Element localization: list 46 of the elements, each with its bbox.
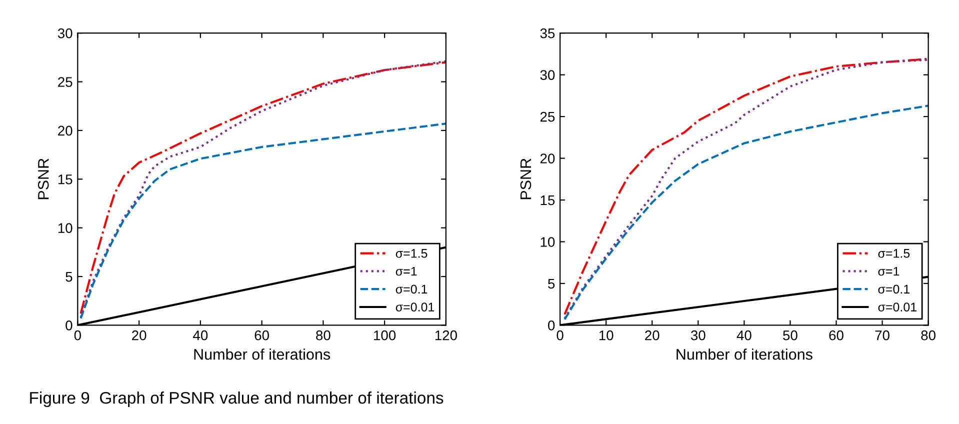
y-tick-label: 20 [540, 154, 555, 164]
legend-label: σ=1.5 [878, 249, 910, 258]
y-tick-label: 15 [58, 174, 72, 184]
legend-label: σ=0.1 [878, 284, 910, 294]
caption: Figure 9 Graph of PSNR value and number of iterations [30, 392, 444, 408]
x-tick-label: 80 [316, 330, 330, 340]
y-tick-label: 10 [540, 237, 555, 247]
x-tick-label: 20 [645, 330, 660, 340]
x-tick-label: 120 [435, 330, 457, 340]
y-tick-label: 30 [58, 28, 72, 38]
x-tick-label: 0 [74, 330, 81, 340]
x-tick-label: 100 [374, 330, 396, 340]
x-tick-label: 70 [875, 330, 890, 340]
line-series [564, 104, 928, 320]
x-tick-label: 20 [132, 330, 146, 340]
line-series [80, 122, 446, 320]
y-tick-label: 5 [66, 272, 72, 282]
y-tick-label: 5 [548, 278, 555, 289]
y-axis-title: PSNR [38, 158, 49, 200]
y-tick-label: 0 [548, 320, 555, 330]
y-tick-label: 25 [58, 77, 72, 87]
x-tick-label: 80 [921, 330, 936, 340]
y-tick-label: 15 [540, 195, 555, 206]
x-tick-label: 60 [254, 330, 269, 340]
x-tick-label: 60 [829, 330, 844, 340]
x-tick-label: 30 [690, 330, 706, 340]
legend-label: σ=0.01 [396, 302, 434, 312]
y-tick-label: 25 [540, 112, 555, 122]
y-tick-label: 20 [58, 126, 72, 136]
y-tick-label: 10 [58, 223, 72, 233]
legend-label: σ=0.01 [878, 302, 916, 312]
legend-label: σ=1 [878, 266, 900, 276]
x-tick-label: 40 [736, 330, 752, 340]
x-axis-title: Number of iterations [194, 348, 330, 360]
y-tick-label: 35 [540, 28, 555, 38]
y-axis-title: PSNR [520, 158, 532, 200]
y-tick-label: 30 [540, 70, 555, 80]
y-tick-label: 0 [66, 320, 72, 330]
x-tick-label: 10 [599, 330, 614, 340]
legend-label: σ=1 [396, 266, 417, 276]
legend-label: σ=0.1 [396, 284, 428, 294]
x-tick-label: 50 [783, 330, 798, 340]
x-tick-label: 0 [556, 330, 564, 340]
x-tick-label: 40 [193, 330, 208, 340]
x-axis-title: Number of iterations [676, 348, 812, 360]
legend-label: σ=1.5 [396, 249, 428, 258]
